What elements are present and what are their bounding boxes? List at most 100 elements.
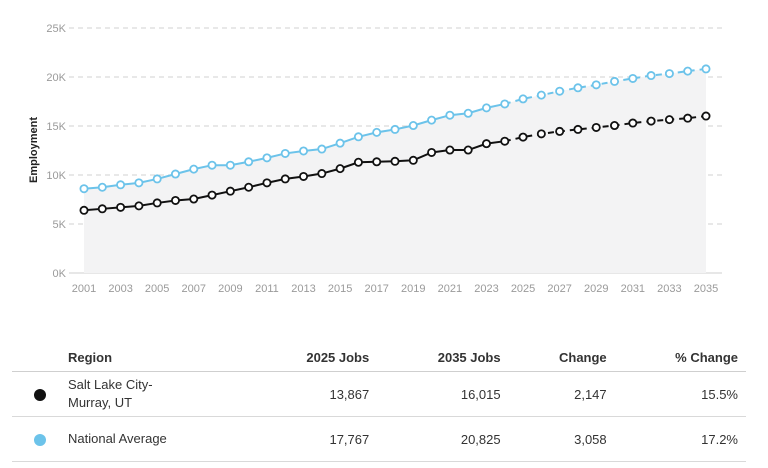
data-point <box>390 124 400 134</box>
x-tick-label: 2011 <box>255 283 279 295</box>
x-tick-label: 2005 <box>145 283 169 295</box>
jobs-pct-change: 15.5% <box>614 371 746 417</box>
header-change: Change <box>508 343 615 372</box>
data-point <box>116 202 126 212</box>
header-pct-change: % Change <box>614 343 746 372</box>
data-point <box>97 182 107 192</box>
data-point <box>683 66 693 76</box>
data-point <box>481 103 491 113</box>
data-point <box>610 121 620 131</box>
data-point <box>500 99 510 109</box>
data-point <box>591 80 601 90</box>
data-point <box>189 194 199 204</box>
region-name-line2: Murray, UT <box>68 395 133 410</box>
data-point <box>628 118 638 128</box>
data-point <box>555 86 565 96</box>
data-point <box>646 71 656 81</box>
x-tick-label: 2029 <box>584 283 608 295</box>
data-point <box>317 169 327 179</box>
data-point <box>408 121 418 131</box>
x-axis-ticks: 2001 2003 2005 2007 2009 2011 2013 2015 2017 2019… <box>72 283 718 295</box>
series-national-average <box>79 64 711 194</box>
data-point <box>152 198 162 208</box>
data-point <box>79 184 89 194</box>
x-tick-label: 2019 <box>401 283 425 295</box>
data-point <box>372 157 382 167</box>
data-point <box>152 174 162 184</box>
table-header-row: Region 2025 Jobs 2035 Jobs Change % Chan… <box>12 343 746 372</box>
chart-area-fill <box>84 68 706 273</box>
data-point <box>262 153 272 163</box>
comparison-table: Region 2025 Jobs 2035 Jobs Change % Chan… <box>12 343 746 462</box>
data-point <box>280 174 290 184</box>
x-tick-label: 2013 <box>291 283 315 295</box>
data-point <box>445 110 455 120</box>
jobs-2025: 13,867 <box>245 371 378 417</box>
chart-series <box>79 64 711 215</box>
x-tick-label: 2033 <box>657 283 681 295</box>
legend-dot <box>34 389 46 402</box>
data-point <box>536 129 546 139</box>
y-tick-label: 10K <box>46 170 66 182</box>
data-point <box>683 113 693 123</box>
data-point <box>500 136 510 146</box>
y-tick-label: 0K <box>53 268 67 280</box>
data-point <box>170 169 180 179</box>
data-point <box>463 145 473 155</box>
data-point <box>463 108 473 118</box>
data-point <box>299 171 309 181</box>
data-point <box>134 201 144 211</box>
x-tick-label: 2015 <box>328 283 352 295</box>
jobs-pct-change: 17.2% <box>614 416 746 462</box>
table-row: National Average 17,767 20,825 3,058 17.… <box>12 416 746 462</box>
jobs-change: 3,058 <box>508 416 615 462</box>
y-tick-label: 15K <box>46 121 66 133</box>
header-2025-jobs: 2025 Jobs <box>245 343 378 372</box>
table-row: Salt Lake City- Murray, UT 13,867 16,015 … <box>12 371 746 417</box>
data-point <box>79 205 89 215</box>
x-tick-label: 2001 <box>72 283 96 295</box>
jobs-2025: 17,767 <box>245 416 378 462</box>
region-name: National Average <box>68 416 246 462</box>
data-point <box>701 111 711 121</box>
x-tick-label: 2009 <box>218 283 242 295</box>
data-point <box>664 115 674 125</box>
area-fill <box>84 68 706 273</box>
header-region: Region <box>68 343 246 372</box>
data-point <box>170 195 180 205</box>
series-salt-lake-city-murray-ut <box>79 111 711 215</box>
y-tick-label: 20K <box>46 72 66 84</box>
data-point <box>280 148 290 158</box>
data-point <box>116 180 126 190</box>
data-point <box>628 73 638 83</box>
jobs-change: 2,147 <box>508 371 615 417</box>
data-point <box>664 69 674 79</box>
data-point <box>390 156 400 166</box>
data-point <box>610 76 620 86</box>
data-point <box>408 155 418 165</box>
jobs-2035: 16,015 <box>377 371 509 417</box>
x-tick-label: 2023 <box>474 283 498 295</box>
data-point <box>335 164 345 174</box>
legend-dot-cell <box>12 416 68 462</box>
data-point <box>207 160 217 170</box>
data-point <box>353 157 363 167</box>
data-point <box>427 115 437 125</box>
data-point <box>701 64 711 74</box>
x-tick-label: 2003 <box>108 283 132 295</box>
x-tick-label: 2031 <box>621 283 645 295</box>
y-tick-label: 25K <box>46 23 66 35</box>
x-tick-label: 2025 <box>511 283 535 295</box>
data-point <box>518 132 528 142</box>
data-point <box>646 116 656 126</box>
data-point <box>372 127 382 137</box>
data-point <box>97 204 107 214</box>
x-tick-label: 2021 <box>438 283 462 295</box>
x-tick-label: 2035 <box>694 283 718 295</box>
data-point <box>427 147 437 157</box>
x-tick-label: 2027 <box>547 283 571 295</box>
y-axis-ticks: 0K 5K 10K 15K 20K 25K <box>46 23 66 280</box>
data-point <box>555 126 565 136</box>
data-point <box>518 94 528 104</box>
data-point <box>481 139 491 149</box>
